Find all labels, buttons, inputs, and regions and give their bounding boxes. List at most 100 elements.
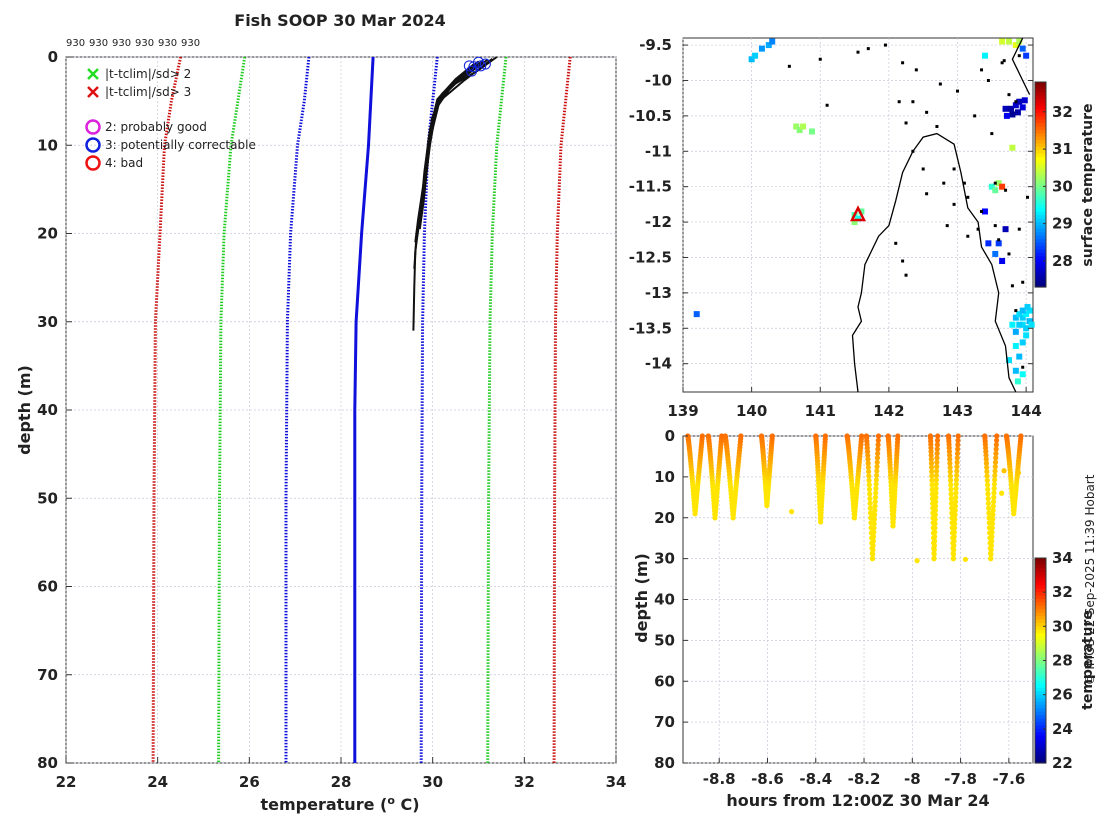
- dt-point: [990, 507, 996, 514]
- dt-y-tick-label: 70: [654, 713, 675, 731]
- colorbar-segment: [1035, 715, 1046, 720]
- depth-time-plot: -8.8 -8.6 -8.4 -8.2 -8 -7.8 -7.6 0 10 20 30 40 50 60 7…: [632, 427, 1096, 810]
- dt-point: [866, 486, 873, 492]
- flag-circle: [466, 65, 478, 77]
- dt-point: [870, 538, 876, 544]
- colorbar-segment: [1035, 612, 1046, 617]
- sst-cell: [1021, 97, 1028, 104]
- dt-point: [867, 510, 874, 516]
- island: [966, 234, 970, 238]
- dt-point: [947, 469, 953, 475]
- legend-x-marker: [87, 68, 99, 80]
- map-y-tick-label: -11.5: [629, 178, 672, 196]
- dt-point: [953, 490, 959, 496]
- island: [962, 181, 966, 185]
- x-tick-label: 22: [56, 773, 77, 791]
- sst-cell: [1026, 318, 1033, 325]
- dt-y-tick-label: 20: [654, 509, 675, 527]
- map-grid: [682, 38, 1033, 392]
- dt-point: [954, 450, 961, 457]
- dt-point: [934, 455, 940, 461]
- dt-point: [946, 445, 952, 451]
- dt-y-tick-label: 60: [654, 672, 675, 690]
- colorbar-segment: [1035, 252, 1046, 257]
- dt-point: [952, 499, 959, 505]
- y-tick-label: 10: [37, 136, 58, 154]
- profile-plot: Fish SOOP 30 Mar 2024 22 24 26 28 30 32 340102…: [15, 11, 626, 814]
- profiles-group: [412, 56, 498, 331]
- dt-point: [871, 529, 877, 535]
- dt-point: [988, 542, 995, 549]
- dt-y-tick-label: 0: [665, 427, 675, 445]
- sst-cell: [1023, 52, 1030, 59]
- credit-text: © IMOS 22-Sep-2025 11:39 Hobart: [1083, 474, 1097, 685]
- sst-cell: [992, 250, 999, 257]
- dt-point: [931, 551, 937, 557]
- colorbar-segment: [1035, 198, 1046, 203]
- dt-point: [993, 437, 1000, 443]
- colorbar-segment: [1035, 85, 1046, 90]
- sst-cell: [1016, 311, 1023, 318]
- legend: |t-tclim|/sd> 2 |t-tclim|/sd> 3 2: probabl…: [85, 67, 256, 171]
- colorbar-segment: [1035, 687, 1046, 692]
- sst-cell: [988, 183, 995, 190]
- map-x-tick-label: 143: [942, 402, 973, 420]
- colorbar-segment: [1035, 694, 1046, 699]
- island: [942, 181, 946, 185]
- dt-point: [947, 477, 954, 483]
- colorbar-segment: [1035, 99, 1046, 104]
- dt-point: [934, 468, 940, 474]
- dt-point: [874, 459, 880, 465]
- y-tick-label: 80: [37, 754, 58, 772]
- sst-cell: [1012, 367, 1019, 374]
- map-frame: [682, 37, 1034, 393]
- dt-point: [866, 482, 872, 488]
- dt-point: [933, 472, 940, 479]
- top-label: 930: [158, 38, 177, 49]
- dt-point: [1018, 433, 1024, 439]
- colorbar-segment: [1035, 105, 1046, 110]
- colorbar-segment: [1035, 646, 1046, 651]
- dt-point: [990, 499, 997, 505]
- map-y-tick-label: -10.5: [629, 107, 672, 125]
- dt-point: [933, 485, 939, 492]
- dt-point: [865, 460, 871, 466]
- dt-point: [933, 481, 939, 487]
- island: [993, 224, 997, 228]
- colorbar-segment: [1035, 157, 1046, 162]
- series-line: [419, 56, 439, 764]
- colorbar-segment: [1035, 129, 1046, 134]
- island: [904, 121, 908, 125]
- dt-point: [932, 507, 939, 514]
- colorbar-segment: [1035, 660, 1046, 665]
- colorbar-segment: [1035, 225, 1046, 230]
- dt-point: [989, 525, 995, 531]
- dt-point: [872, 512, 878, 518]
- series-group: [151, 56, 572, 764]
- island: [921, 167, 925, 171]
- sst-cell: [1023, 332, 1030, 339]
- island: [938, 82, 942, 86]
- dt-point: [954, 472, 960, 479]
- map-x-tick-label: 140: [736, 402, 767, 420]
- dt-point: [931, 556, 937, 562]
- sst-cell: [1019, 339, 1026, 346]
- dt-point: [864, 448, 871, 455]
- dt-x-tick-label: -8.8: [703, 770, 736, 788]
- map-plot: 139 140 141 142 143 144 -9.5 -10 -10.5 -11 -11.5 -1…: [629, 36, 1096, 420]
- map-ticks: 139 140 141 142 143 144 -9.5 -10 -10.5 -11 -11.5 -1…: [629, 36, 1042, 420]
- colorbar-segment: [1035, 657, 1046, 662]
- dt-point: [992, 464, 998, 470]
- colorbar-segment: [1035, 732, 1046, 737]
- island: [866, 47, 870, 51]
- colorbar-segment: [1035, 752, 1046, 757]
- colorbar-segment: [1035, 558, 1046, 563]
- dt-point: [955, 442, 961, 448]
- colorbar-segment: [1035, 670, 1046, 675]
- dt-point: [929, 469, 935, 475]
- map-y-tick-label: -13.5: [629, 319, 672, 337]
- dt-point: [869, 556, 876, 562]
- dt-point: [932, 520, 938, 527]
- island: [901, 61, 905, 65]
- top-labels: 930 930 930 930 930 930: [66, 38, 200, 49]
